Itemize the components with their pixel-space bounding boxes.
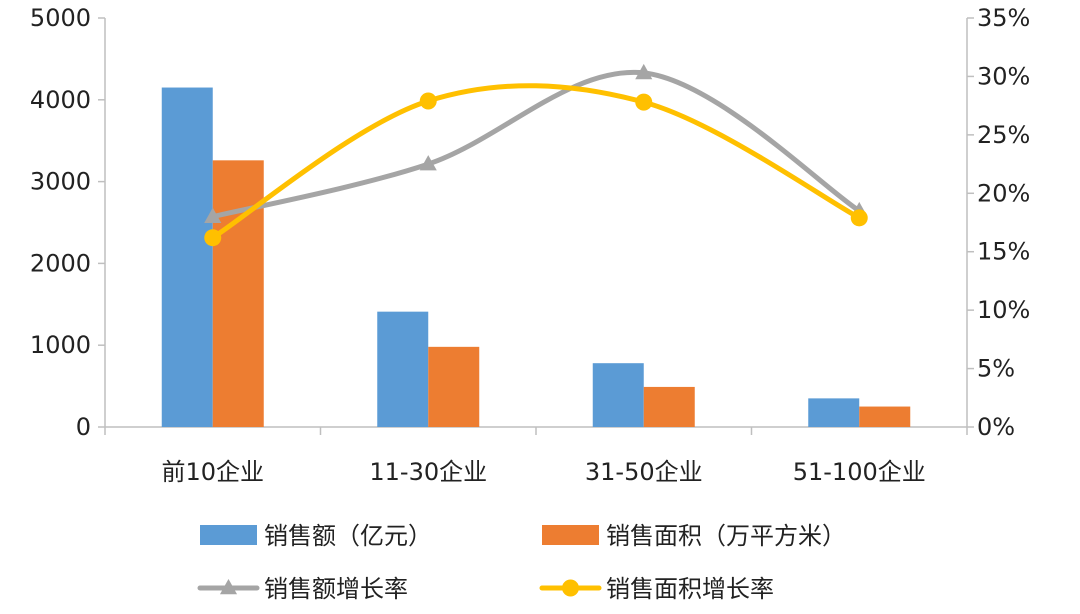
legend-marker — [562, 579, 579, 597]
legend-item: 销售面积增长率 — [539, 575, 774, 603]
x-axis-category-label: 前10企业 — [161, 458, 264, 486]
labels-layer: 0 1000 2000 3000 4000 5000 0% 5% 10% 15% 20% 25% 30%… — [30, 4, 1030, 486]
bar-sales-amount — [808, 398, 860, 427]
x-axis-category-label: 51-100企业 — [793, 458, 926, 486]
legend-label: 销售面积（万平方米） — [606, 522, 846, 550]
legend-label: 销售额（亿元） — [264, 522, 432, 550]
point-sales-amount-growth — [419, 155, 437, 171]
point-sales-area-growth — [635, 93, 653, 111]
left-axis-tick-label: 0 — [76, 413, 91, 441]
legend-label: 销售额增长率 — [264, 575, 408, 603]
bar-sales-area — [643, 386, 695, 427]
point-sales-amount-growth — [204, 207, 222, 223]
right-axis-tick-label: 15% — [977, 238, 1030, 266]
lines-layer — [204, 63, 868, 247]
line-sales-amount-growth — [210, 69, 862, 220]
right-axis-tick-label: 25% — [977, 121, 1030, 149]
left-axis-tick-label: 4000 — [30, 86, 91, 114]
bar-sales-amount — [161, 87, 213, 427]
line-sales-area-growth — [210, 83, 862, 241]
bar-sales-amount — [377, 311, 429, 427]
right-axis-tick-label: 5% — [977, 355, 1015, 383]
right-axis-tick-label: 10% — [977, 296, 1030, 324]
right-axis-tick-label: 30% — [977, 62, 1030, 90]
legend-item: 销售面积（万平方米） — [542, 522, 846, 550]
left-axis-tick-label: 3000 — [30, 168, 91, 196]
point-sales-amount-growth — [635, 63, 653, 80]
bar-sales-area — [428, 346, 480, 427]
legend-swatch — [542, 525, 599, 545]
left-axis-tick-label: 5000 — [30, 4, 91, 32]
point-sales-area-growth — [204, 229, 222, 247]
x-axis-category-label: 31-50企业 — [585, 458, 703, 486]
bars-layer — [161, 87, 911, 427]
legend-item: 销售额（亿元） — [200, 522, 432, 550]
bar-sales-area — [212, 160, 264, 427]
right-axis-tick-label: 0% — [977, 413, 1015, 441]
point-sales-area-growth — [419, 92, 437, 110]
legend-label: 销售面积增长率 — [606, 575, 774, 603]
bar-sales-amount — [592, 363, 644, 427]
legend-item: 销售额增长率 — [197, 575, 408, 603]
left-axis-tick-label: 2000 — [30, 249, 91, 277]
legend-swatch — [200, 525, 257, 545]
point-sales-area-growth — [850, 209, 868, 227]
left-axis-tick-label: 1000 — [30, 331, 91, 359]
right-axis-tick-label: 20% — [977, 179, 1030, 207]
bar-sales-area — [859, 406, 911, 427]
legend-marker — [219, 579, 238, 595]
right-axis-tick-label: 35% — [977, 4, 1030, 32]
legend: 销售额（亿元） 销售面积（万平方米） 销售额增长率 销售面积增长率 — [197, 522, 846, 603]
x-axis-category-label: 11-30企业 — [369, 458, 487, 486]
